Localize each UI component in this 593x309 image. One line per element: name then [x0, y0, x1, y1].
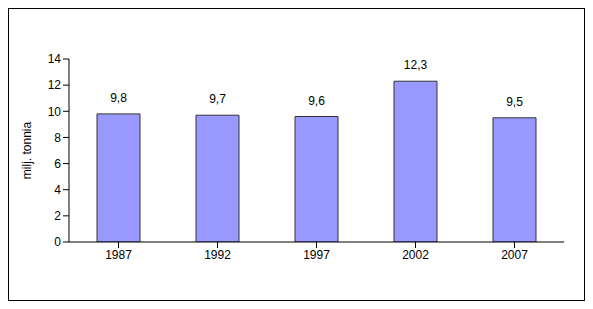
- svg-text:9,6: 9,6: [308, 94, 325, 108]
- svg-text:2002: 2002: [402, 248, 429, 262]
- svg-text:2: 2: [54, 209, 61, 223]
- svg-text:14: 14: [48, 52, 62, 66]
- svg-text:12,3: 12,3: [404, 58, 428, 72]
- svg-text:1987: 1987: [105, 248, 132, 262]
- svg-text:milj. tonnia: milj. tonnia: [20, 121, 34, 179]
- svg-text:6: 6: [54, 157, 61, 171]
- svg-text:9,5: 9,5: [506, 95, 523, 109]
- svg-text:12: 12: [48, 78, 62, 92]
- svg-text:9,7: 9,7: [209, 92, 226, 106]
- svg-text:4: 4: [54, 183, 61, 197]
- svg-text:10: 10: [48, 105, 62, 119]
- svg-text:0: 0: [54, 235, 61, 249]
- svg-text:2007: 2007: [501, 248, 528, 262]
- svg-text:1997: 1997: [303, 248, 330, 262]
- svg-text:9,8: 9,8: [110, 91, 127, 105]
- svg-text:1992: 1992: [204, 248, 231, 262]
- svg-text:8: 8: [54, 131, 61, 145]
